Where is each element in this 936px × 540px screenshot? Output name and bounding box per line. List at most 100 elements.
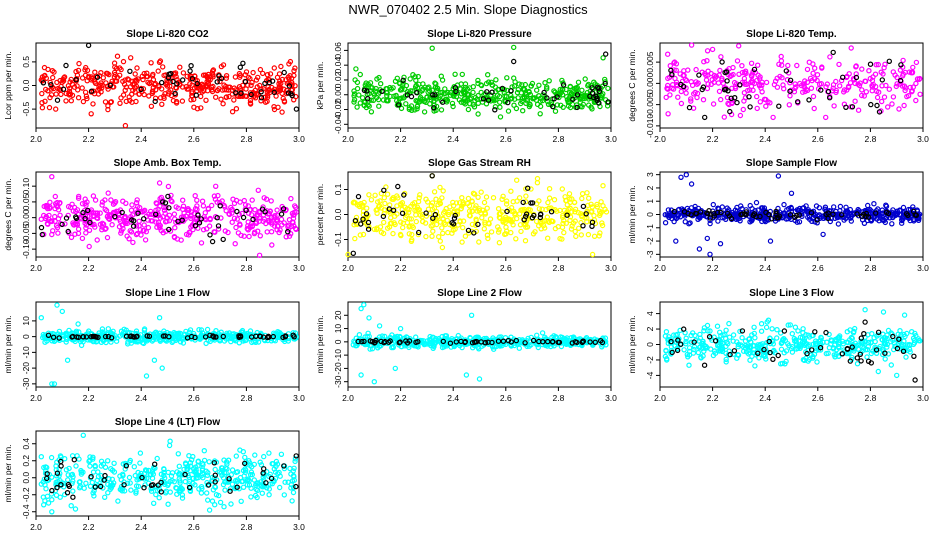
data-point: [579, 190, 586, 197]
page-title: NWR_070402 2.5 Min. Slope Diagnostics: [348, 2, 588, 17]
data-point: [215, 226, 222, 232]
data-point: [701, 59, 707, 65]
data-point: [271, 103, 277, 110]
data-point: [261, 94, 267, 101]
data-point: [203, 97, 209, 104]
data-point: [220, 236, 226, 243]
data-point: [225, 84, 232, 90]
data-point: [812, 329, 818, 335]
data-point: [737, 82, 743, 88]
data-point: [248, 91, 254, 98]
data-point: [602, 79, 608, 85]
data-point: [467, 100, 473, 107]
data-point: [890, 94, 897, 100]
data-point: [207, 232, 213, 238]
data-point: [777, 73, 783, 80]
data-point: [253, 219, 260, 225]
data-point: [810, 61, 816, 67]
data-point: [584, 190, 590, 196]
chart-title: Slope Li-820 Pressure: [427, 29, 532, 40]
data-point: [433, 196, 439, 202]
data-point: [780, 82, 786, 88]
data-point: [196, 220, 203, 226]
data-point: [853, 74, 860, 81]
data-point: [188, 97, 194, 103]
chart-title: Slope Li-820 Temp.: [746, 29, 837, 40]
data-point: [475, 92, 481, 99]
x-tick-label: 2.8: [552, 263, 564, 273]
y-tick-label: 0.0: [21, 79, 31, 91]
data-point: [704, 235, 711, 242]
data-point: [229, 206, 235, 213]
data-point: [128, 207, 135, 213]
data-point: [79, 235, 86, 242]
data-point: [212, 183, 219, 189]
data-point: [682, 76, 689, 83]
data-point: [910, 64, 916, 71]
chart-panel-3: Slope Li-820 Temp.2.0 2.2 2.4 2.6 2.8 3.0-0.0…: [627, 29, 929, 144]
data-point: [160, 214, 166, 220]
data-point: [593, 93, 599, 99]
data-point: [75, 67, 82, 74]
data-point: [550, 103, 556, 110]
data-point: [395, 183, 401, 190]
data-point: [417, 96, 423, 102]
data-point: [38, 216, 45, 222]
data-point: [397, 95, 404, 102]
data-point: [222, 204, 228, 210]
data-point: [824, 81, 831, 87]
data-point: [730, 332, 737, 338]
data-point: [475, 194, 481, 200]
data-point: [135, 210, 141, 216]
data-point: [137, 450, 144, 456]
data-point: [350, 250, 356, 256]
data-point: [694, 81, 700, 87]
data-point: [414, 103, 421, 109]
data-point: [210, 74, 216, 80]
data-point: [103, 207, 110, 214]
data-point: [478, 96, 484, 102]
data-point: [413, 82, 419, 89]
data-point: [255, 187, 261, 193]
data-point: [216, 86, 222, 92]
data-point: [763, 96, 769, 103]
data-point: [820, 231, 826, 238]
data-point: [53, 106, 59, 112]
data-point: [663, 329, 670, 335]
data-point: [695, 80, 701, 86]
data-point: [678, 81, 684, 88]
data-point: [395, 102, 402, 108]
data-point: [289, 92, 295, 99]
y-tick-label: 10: [21, 316, 31, 326]
data-point: [51, 69, 57, 75]
data-point: [226, 211, 233, 218]
data-point: [667, 92, 673, 98]
data-point: [393, 92, 399, 99]
data-point: [582, 76, 588, 82]
data-point: [285, 222, 292, 228]
data-point: [769, 326, 775, 332]
data-point: [286, 61, 292, 67]
data-point: [49, 218, 55, 224]
data-point: [467, 213, 473, 219]
data-point: [277, 227, 283, 233]
data-point: [414, 106, 420, 112]
data-point: [141, 222, 147, 228]
data-point: [242, 202, 249, 208]
data-point: [586, 195, 592, 201]
y-tick-label: 10: [333, 324, 343, 334]
data-point: [376, 323, 383, 329]
data-point: [243, 207, 249, 213]
data-point: [211, 502, 218, 508]
data-point: [508, 96, 514, 102]
data-point: [206, 459, 212, 465]
data-point: [80, 209, 86, 216]
data-point: [138, 232, 144, 238]
data-point: [668, 67, 674, 74]
data-point: [864, 354, 870, 360]
data-point: [99, 202, 105, 208]
data-point: [719, 59, 725, 65]
data-point: [149, 90, 155, 97]
data-point: [438, 107, 445, 113]
data-point: [726, 65, 732, 72]
